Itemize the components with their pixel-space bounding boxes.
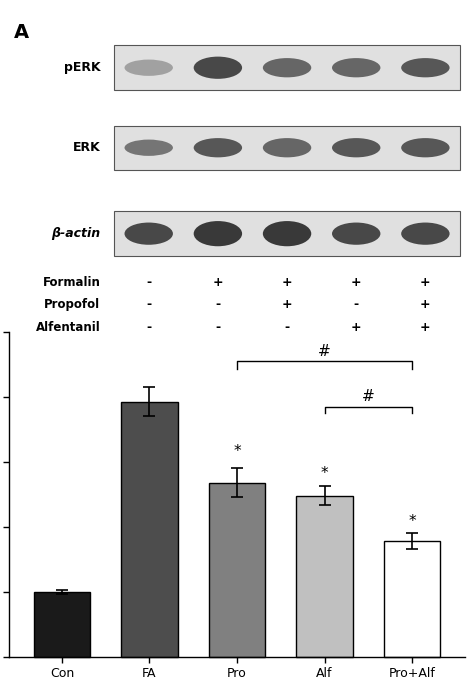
Ellipse shape bbox=[401, 138, 450, 157]
Ellipse shape bbox=[125, 223, 173, 245]
Text: *: * bbox=[233, 443, 241, 459]
Bar bbox=[121, 401, 178, 657]
Text: +: + bbox=[420, 320, 431, 334]
Bar bbox=[383, 541, 440, 657]
Text: +: + bbox=[420, 276, 431, 289]
Ellipse shape bbox=[263, 221, 311, 246]
Ellipse shape bbox=[125, 60, 173, 76]
Text: -: - bbox=[146, 276, 151, 289]
FancyBboxPatch shape bbox=[114, 211, 460, 256]
Text: ERK: ERK bbox=[73, 141, 100, 154]
Text: A: A bbox=[14, 23, 29, 42]
Text: +: + bbox=[420, 299, 431, 311]
Text: -: - bbox=[215, 320, 220, 334]
Ellipse shape bbox=[263, 138, 311, 157]
Text: +: + bbox=[351, 320, 362, 334]
Text: -: - bbox=[354, 299, 359, 311]
Ellipse shape bbox=[194, 57, 242, 79]
Text: +: + bbox=[351, 276, 362, 289]
Bar bbox=[296, 496, 353, 657]
Text: #: # bbox=[318, 344, 331, 359]
FancyBboxPatch shape bbox=[114, 45, 460, 90]
Text: +: + bbox=[282, 276, 292, 289]
Text: -: - bbox=[146, 299, 151, 311]
Text: Propofol: Propofol bbox=[45, 299, 100, 311]
Ellipse shape bbox=[125, 139, 173, 156]
Text: pERK: pERK bbox=[64, 61, 100, 74]
Bar bbox=[34, 592, 91, 657]
Ellipse shape bbox=[194, 138, 242, 157]
Text: Alfentanil: Alfentanil bbox=[36, 320, 100, 334]
Text: -: - bbox=[284, 320, 290, 334]
Ellipse shape bbox=[332, 223, 381, 245]
Text: +: + bbox=[282, 299, 292, 311]
Ellipse shape bbox=[401, 223, 450, 245]
Text: +: + bbox=[212, 276, 223, 289]
Ellipse shape bbox=[194, 221, 242, 246]
Text: -: - bbox=[215, 299, 220, 311]
Text: *: * bbox=[321, 466, 328, 481]
Text: Formalin: Formalin bbox=[43, 276, 100, 289]
Ellipse shape bbox=[263, 58, 311, 77]
Text: β-actin: β-actin bbox=[51, 227, 100, 240]
Text: -: - bbox=[146, 320, 151, 334]
FancyBboxPatch shape bbox=[114, 125, 460, 170]
Ellipse shape bbox=[332, 138, 381, 157]
Bar bbox=[209, 483, 265, 657]
Ellipse shape bbox=[332, 58, 381, 77]
Text: *: * bbox=[408, 514, 416, 529]
Text: #: # bbox=[362, 389, 374, 404]
Ellipse shape bbox=[401, 58, 450, 77]
